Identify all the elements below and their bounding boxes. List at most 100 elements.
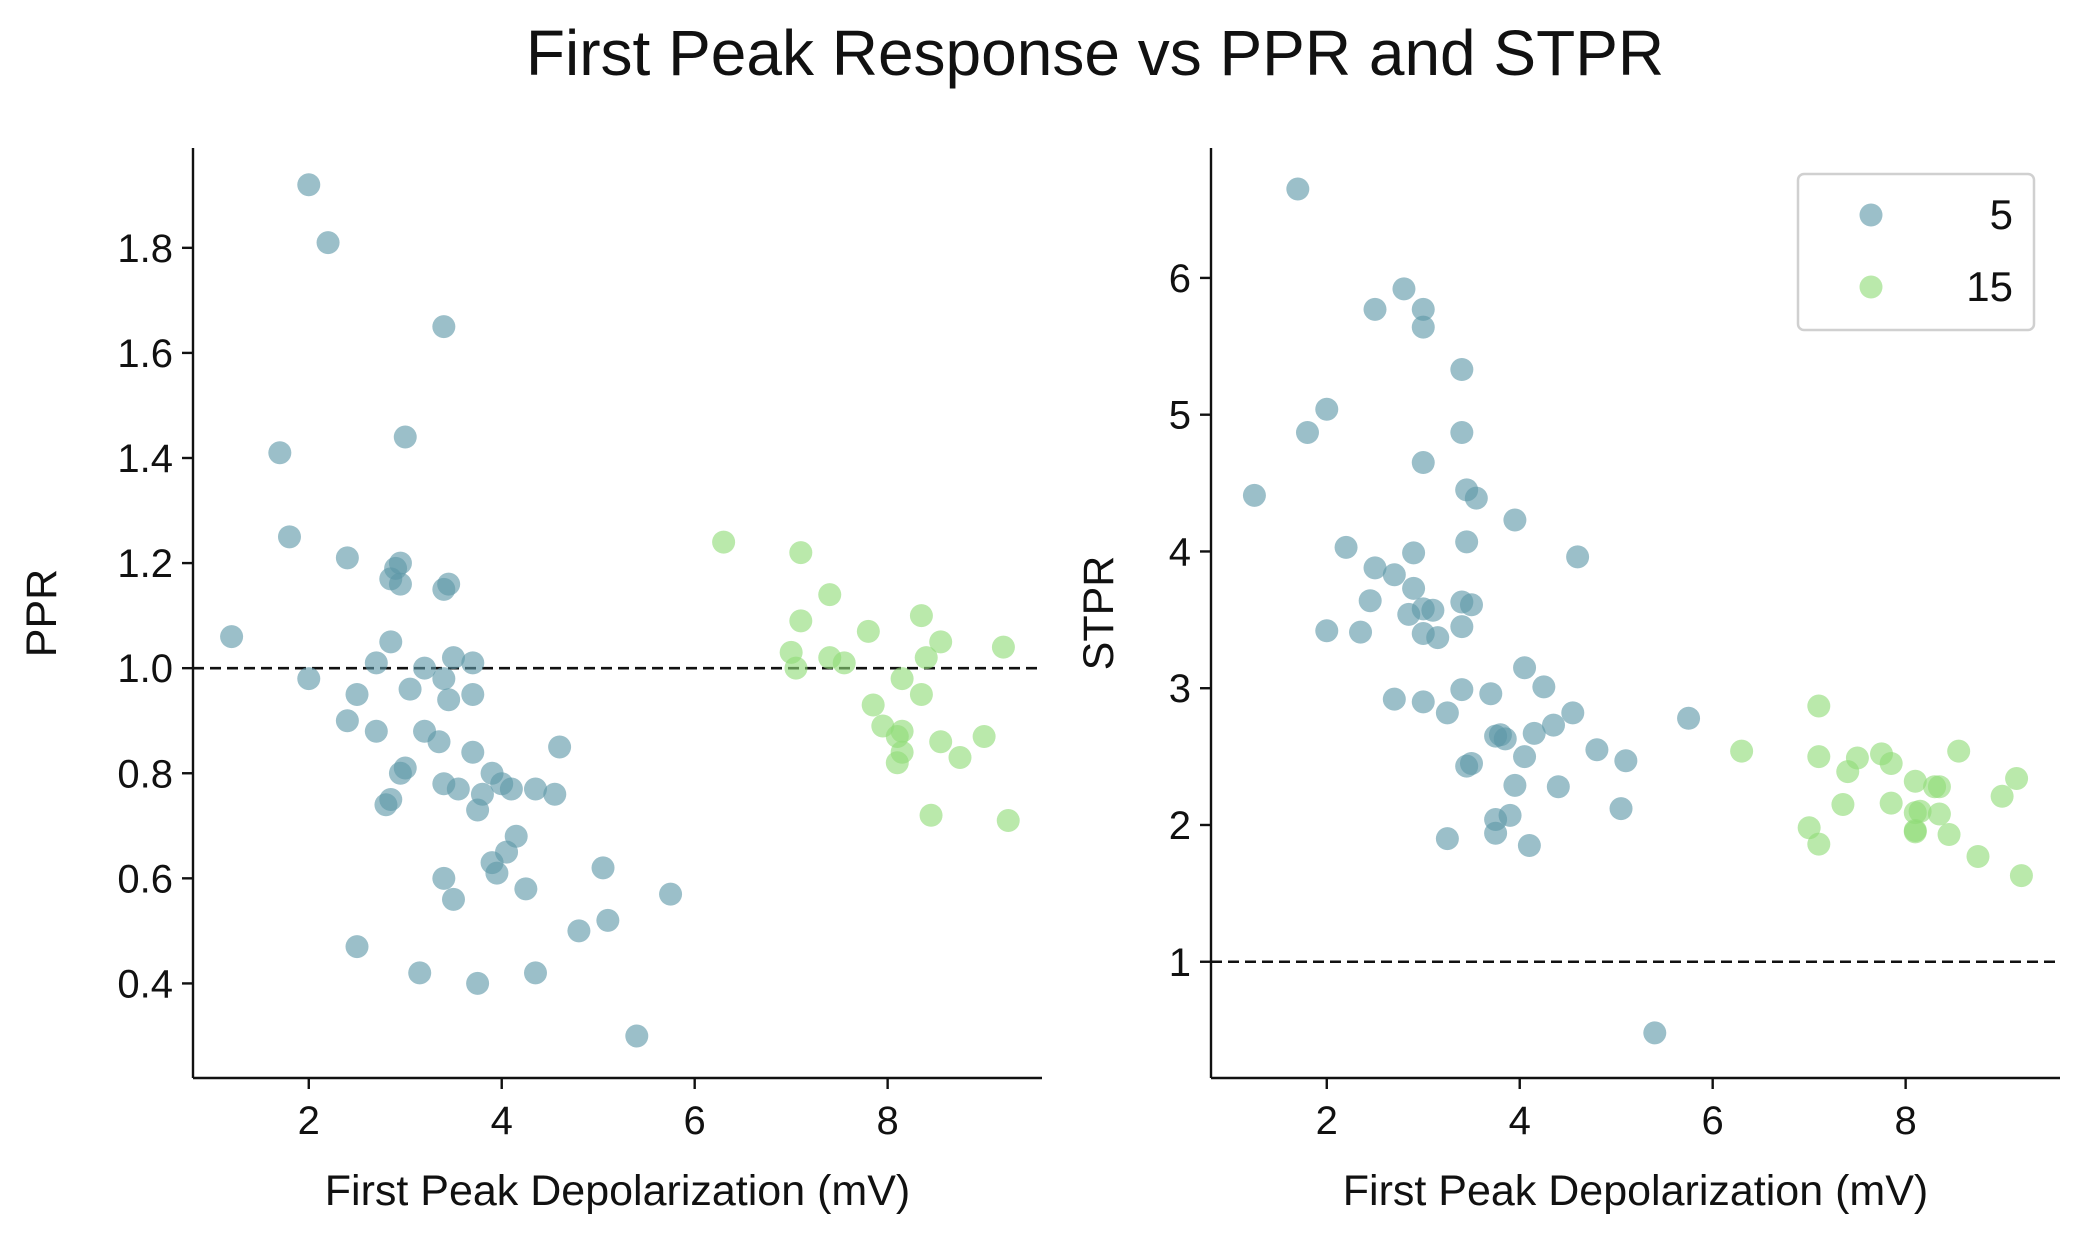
ppr-point-5-57 [523,961,547,985]
ppr-scatter-panel: 2 4 6 8 0.4 0.6 0.8 1.0 1.2 1.4 1.6 1.8 First Peak D… [18,148,1042,1215]
stpr-point-5-4 [1411,315,1435,339]
ppr-point-5-55 [345,935,369,959]
ppr-x-tick-label-8: 8 [877,1099,899,1143]
ppr-point-5-53 [596,908,620,932]
ppr-point-5-28 [427,730,451,754]
stpr-point-5-0 [1286,177,1310,201]
ppr-y-tick-label-0.4: 0.4 [117,962,173,1006]
stpr-y-tick-label-6: 6 [1169,257,1191,301]
stpr-point-5-47 [1513,745,1537,769]
ppr-point-15-2 [818,583,842,607]
stpr-point-5-35 [1479,682,1503,706]
ppr-point-5-19 [297,667,321,691]
ppr-point-5-47 [485,861,509,885]
stpr-point-5-16 [1402,541,1426,565]
ppr-point-15-23 [885,751,909,775]
stpr-point-5-37 [1411,690,1435,714]
ppr-point-5-1 [316,231,340,255]
ppr-x-tick-label-2: 2 [298,1099,320,1143]
stpr-point-5-50 [1455,754,1479,778]
ppr-x-axis-label: First Peak Depolarization (mV) [325,1167,910,1215]
stpr-point-5-34 [1450,678,1474,702]
stpr-point-5-45 [1493,727,1517,751]
stpr-point-5-41 [1541,713,1565,737]
ppr-point-15-12 [914,646,938,670]
ppr-y-tick-label-0.8: 0.8 [117,752,173,796]
stpr-point-15-17 [1927,802,1951,826]
ppr-point-5-2 [432,315,456,339]
ppr-y-tick-label-1.4: 1.4 [117,437,173,481]
stpr-x-tick-label-8: 8 [1895,1099,1917,1143]
stpr-y-tick-label-4: 4 [1169,530,1191,574]
stpr-point-5-26 [1421,598,1445,622]
stpr-point-5-1 [1392,277,1416,301]
ppr-point-5-15 [364,651,388,675]
stpr-point-5-19 [1382,563,1406,587]
stpr-point-15-7 [1836,760,1860,784]
ppr-point-5-6 [335,546,359,570]
stpr-point-5-36 [1382,687,1406,711]
ppr-point-5-22 [398,677,422,701]
ppr-point-5-13 [220,625,244,649]
ppr-point-15-24 [919,803,943,827]
stpr-point-5-53 [1609,797,1633,821]
stpr-point-5-17 [1566,545,1590,569]
ppr-point-15-5 [909,604,933,628]
stpr-point-15-24 [2009,864,2033,888]
ppr-point-5-3 [268,441,292,465]
ppr-point-15-14 [861,693,885,717]
stpr-point-5-2 [1363,297,1387,321]
stpr-point-5-9 [1411,451,1435,475]
ppr-y-tick-label-1.2: 1.2 [117,542,173,586]
ppr-point-15-4 [856,619,880,643]
stpr-point-15-23 [1966,844,1990,868]
stpr-x-axis-label: First Peak Depolarization (mV) [1343,1167,1928,1215]
ppr-point-5-38 [523,777,547,801]
ppr-y-axis-label: PPR [18,569,66,657]
stpr-point-5-55 [1498,803,1522,827]
ppr-point-5-17 [461,651,485,675]
stpr-point-15-8 [2005,766,2029,790]
ppr-point-15-9 [784,656,808,680]
legend-marker-5 [1859,203,1883,227]
ppr-point-5-43 [466,798,490,822]
ppr-point-5-25 [335,709,359,733]
stpr-point-5-59 [1643,1021,1667,1045]
stpr-point-5-28 [1349,620,1373,644]
stpr-point-5-20 [1402,576,1426,600]
ppr-point-5-14 [379,630,403,654]
ppr-point-5-5 [277,525,301,549]
ppr-point-5-26 [364,719,388,743]
ppr-point-5-59 [625,1024,649,1048]
stpr-y-tick-label-2: 2 [1169,804,1191,848]
ppr-point-15-20 [972,724,996,748]
legend-label-15: 15 [1966,263,2013,310]
stpr-point-5-52 [1546,775,1570,799]
ppr-point-5-36 [446,777,470,801]
stpr-point-5-6 [1315,397,1339,421]
stpr-y-tick-label-5: 5 [1169,394,1191,438]
ppr-point-15-19 [929,730,953,754]
stpr-point-5-56 [1484,821,1508,845]
ppr-point-5-23 [461,682,485,706]
stpr-point-5-38 [1435,701,1459,725]
ppr-point-5-12 [437,572,461,596]
ppr-point-5-4 [393,425,417,449]
stpr-point-15-9 [1903,769,1927,793]
legend-label-5: 5 [1990,191,2013,238]
stpr-point-5-51 [1503,773,1527,797]
stpr-point-5-32 [1513,656,1537,680]
legend-marker-15 [1859,275,1883,299]
stpr-point-5-33 [1532,675,1556,699]
stpr-point-5-23 [1459,593,1483,617]
stpr-point-5-3 [1411,297,1435,321]
stpr-x-tick-label-2: 2 [1316,1099,1338,1143]
stpr-point-5-48 [1614,749,1638,773]
ppr-point-5-0 [297,173,321,197]
figure-title: First Peak Response vs PPR and STPR [526,17,1664,89]
stpr-x-tick-label-6: 6 [1702,1099,1724,1143]
stpr-point-15-20 [1903,820,1927,844]
ppr-point-15-3 [789,609,813,633]
ppr-point-5-52 [441,887,465,911]
ppr-y-tick-label-0.6: 0.6 [117,857,173,901]
